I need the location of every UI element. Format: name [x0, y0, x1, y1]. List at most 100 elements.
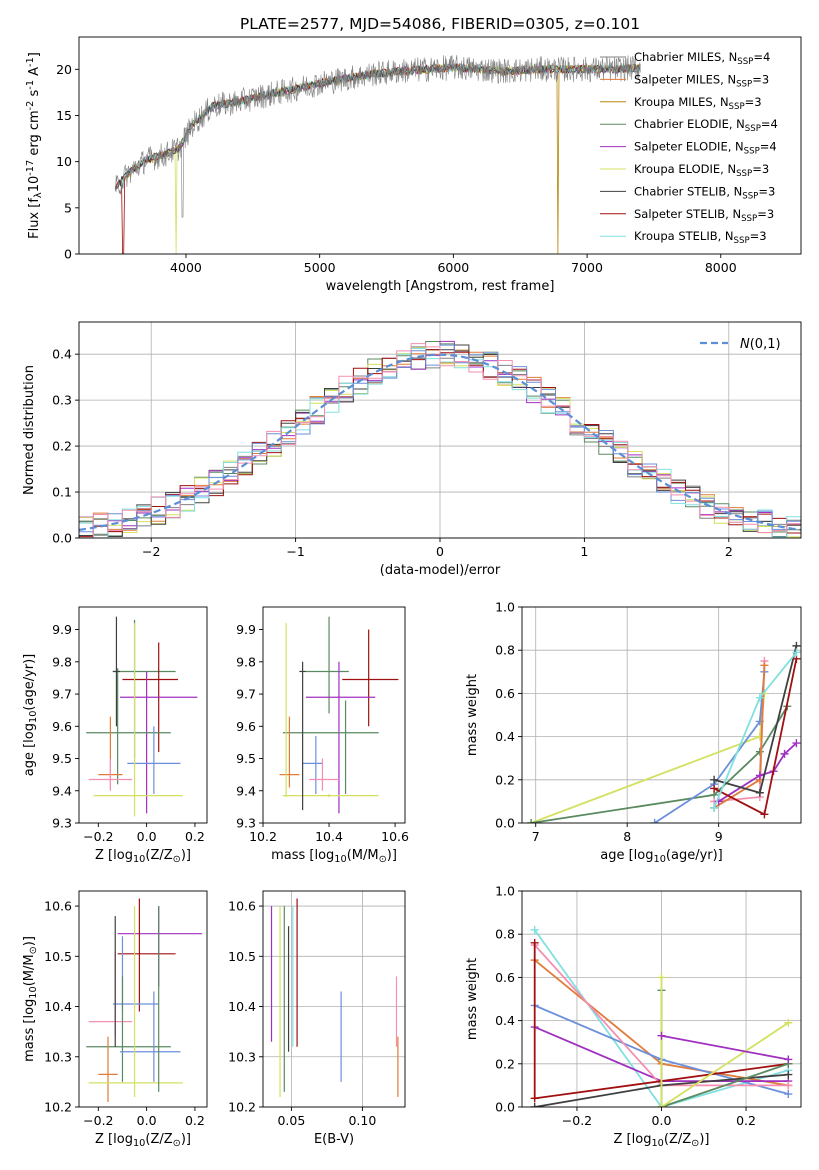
y-tick-label: 9.6 [52, 719, 72, 734]
plot-area [86, 616, 198, 817]
weight-point [792, 648, 801, 657]
x-tick-label: 1 [580, 544, 588, 559]
errorbar-point [86, 976, 171, 1082]
y-tick-label: 9.6 [236, 719, 256, 734]
y-tick-label: 10.4 [228, 999, 256, 1014]
y-axis-label: Normed distribution [22, 365, 37, 495]
x-tick-label: 10.4 [315, 829, 343, 844]
weight-point [784, 1055, 793, 1064]
legend-label: Kroupa STELIB, NSSP=3 [634, 229, 767, 246]
y-tick-label: 10 [56, 154, 72, 169]
x-axis-label: Z [log10(Z/Z⊙)] [95, 1132, 191, 1149]
errorbar-point [98, 1036, 118, 1102]
weight-point [530, 1103, 539, 1107]
weight-point [784, 1090, 793, 1099]
y-tick-label: 9.8 [236, 654, 256, 669]
axes-frame [262, 890, 406, 1108]
legend-label: Salpeter MILES, NSSP=3 [634, 72, 769, 89]
x-tick-label: 0.0 [137, 829, 157, 844]
panel-residuals: N(0,1) −2 −1 0 1 2 0.0 0.1 0.2 0.3 0.4 (data-model)… [22, 321, 802, 578]
y-tick-label: 20 [56, 62, 72, 77]
x-tick-label: 8000 [705, 260, 737, 275]
x-tick-label: 0.2 [185, 829, 205, 844]
weight-point [784, 1081, 793, 1090]
panel-mass-age: 10.2 10.4 10.6 9.3 9.4 9.5 9.6 9.7 9.8 9.9 mass [l… [236, 606, 409, 865]
x-tick-label: 8 [623, 829, 631, 844]
weight-point [657, 1103, 666, 1107]
x-tick-label: 2 [725, 544, 733, 559]
weight-point [657, 1031, 666, 1040]
y-tick-label: 0.8 [495, 643, 515, 658]
legend-label: Salpeter STELIB, NSSP=3 [634, 207, 774, 224]
x-tick-label: −2 [142, 544, 160, 559]
y-tick-label: 0.8 [495, 927, 515, 942]
panels: Chabrier MILES, NSSP=4 Salpeter MILES, NS… [22, 36, 802, 1149]
y-tick-label: 9.5 [52, 751, 72, 766]
legend: N(0,1) [700, 337, 781, 352]
weight-point [784, 1070, 793, 1079]
x-tick-label: −0.2 [562, 1113, 592, 1128]
plot-area [114, 55, 641, 254]
y-tick-label: 5 [64, 200, 72, 215]
legend-label: Chabrier ELODIE, NSSP=4 [634, 117, 778, 134]
x-axis-label: E(B-V) [314, 1132, 354, 1147]
weight-point [650, 819, 659, 823]
x-tick-label: 0.2 [736, 1113, 756, 1128]
y-tick-label: 0.2 [495, 1056, 515, 1071]
y-tick-label: 0 [64, 247, 72, 262]
weight-point [792, 739, 801, 748]
legend-label: Kroupa ELODIE, NSSP=3 [634, 162, 769, 179]
panel-age-massweight: 7 8 9 0.0 0.2 0.4 0.6 0.8 1.0 age [log10(age/yr)]… [465, 600, 802, 865]
errorbar-point [127, 726, 181, 794]
panel-z-massweight: −0.2 0.0 0.2 0.0 0.2 0.4 0.6 0.8 1.0 Z [log10(Z/Z… [465, 884, 802, 1149]
errorbar-point [88, 906, 183, 1097]
errorbar-point [299, 661, 306, 811]
y-tick-label: 0.0 [52, 531, 72, 546]
weight-point [755, 771, 764, 780]
plot-area [530, 925, 793, 1107]
x-axis-label: wavelength [Angstrom, rest frame] [326, 279, 555, 294]
y-tick-label: 0.6 [495, 970, 515, 985]
x-tick-label: 5000 [304, 260, 336, 275]
y-tick-label: 0.2 [495, 772, 515, 787]
y-tick-label: 9.4 [236, 783, 256, 798]
errorbar-point [305, 661, 376, 814]
weight-point [780, 749, 789, 758]
x-tick-label: 0.10 [348, 1113, 376, 1128]
y-tick-label: 0.4 [495, 1013, 515, 1028]
x-tick-label: −1 [286, 544, 304, 559]
axes-frame [78, 36, 802, 255]
figure-title: PLATE=2577, MJD=54086, FIBERID=0305, z=0… [240, 15, 640, 33]
axes-frame [262, 606, 406, 824]
weight-point [710, 803, 719, 812]
y-tick-label: 10.2 [44, 1100, 72, 1115]
weight-point [527, 819, 536, 823]
x-axis-label: mass [log10(M/M⊙)] [271, 848, 397, 865]
weight-point [710, 784, 719, 793]
y-tick-label: 10.3 [228, 1049, 256, 1064]
y-axis-label: mass weight [465, 674, 480, 756]
y-tick-label: 9.5 [236, 751, 256, 766]
y-tick-label: 9.8 [52, 654, 72, 669]
y-tick-label: 10.6 [44, 899, 72, 914]
normal-curve [79, 353, 801, 531]
errorbar-point [120, 671, 198, 814]
x-tick-label: 0.05 [277, 1113, 305, 1128]
weight-point [530, 925, 539, 934]
legend-label: Salpeter ELODIE, NSSP=4 [634, 140, 777, 157]
errorbar-point [117, 898, 176, 1012]
y-axis-label: mass [log10(M/M⊙)] [22, 936, 39, 1062]
y-tick-label: 15 [56, 108, 72, 123]
y-tick-label: 0.1 [52, 485, 72, 500]
y-tick-label: 0.4 [52, 347, 72, 362]
plot-area [79, 340, 801, 538]
errorbar-point [342, 629, 399, 727]
panel-spectrum: Chabrier MILES, NSSP=4 Salpeter MILES, NS… [25, 36, 802, 294]
errorbar-point [120, 991, 181, 1082]
weight-point [760, 810, 769, 819]
legend: Chabrier MILES, NSSP=4 Salpeter MILES, NS… [600, 50, 778, 246]
y-tick-label: 9.9 [236, 622, 256, 637]
plot-area [270, 898, 399, 1097]
